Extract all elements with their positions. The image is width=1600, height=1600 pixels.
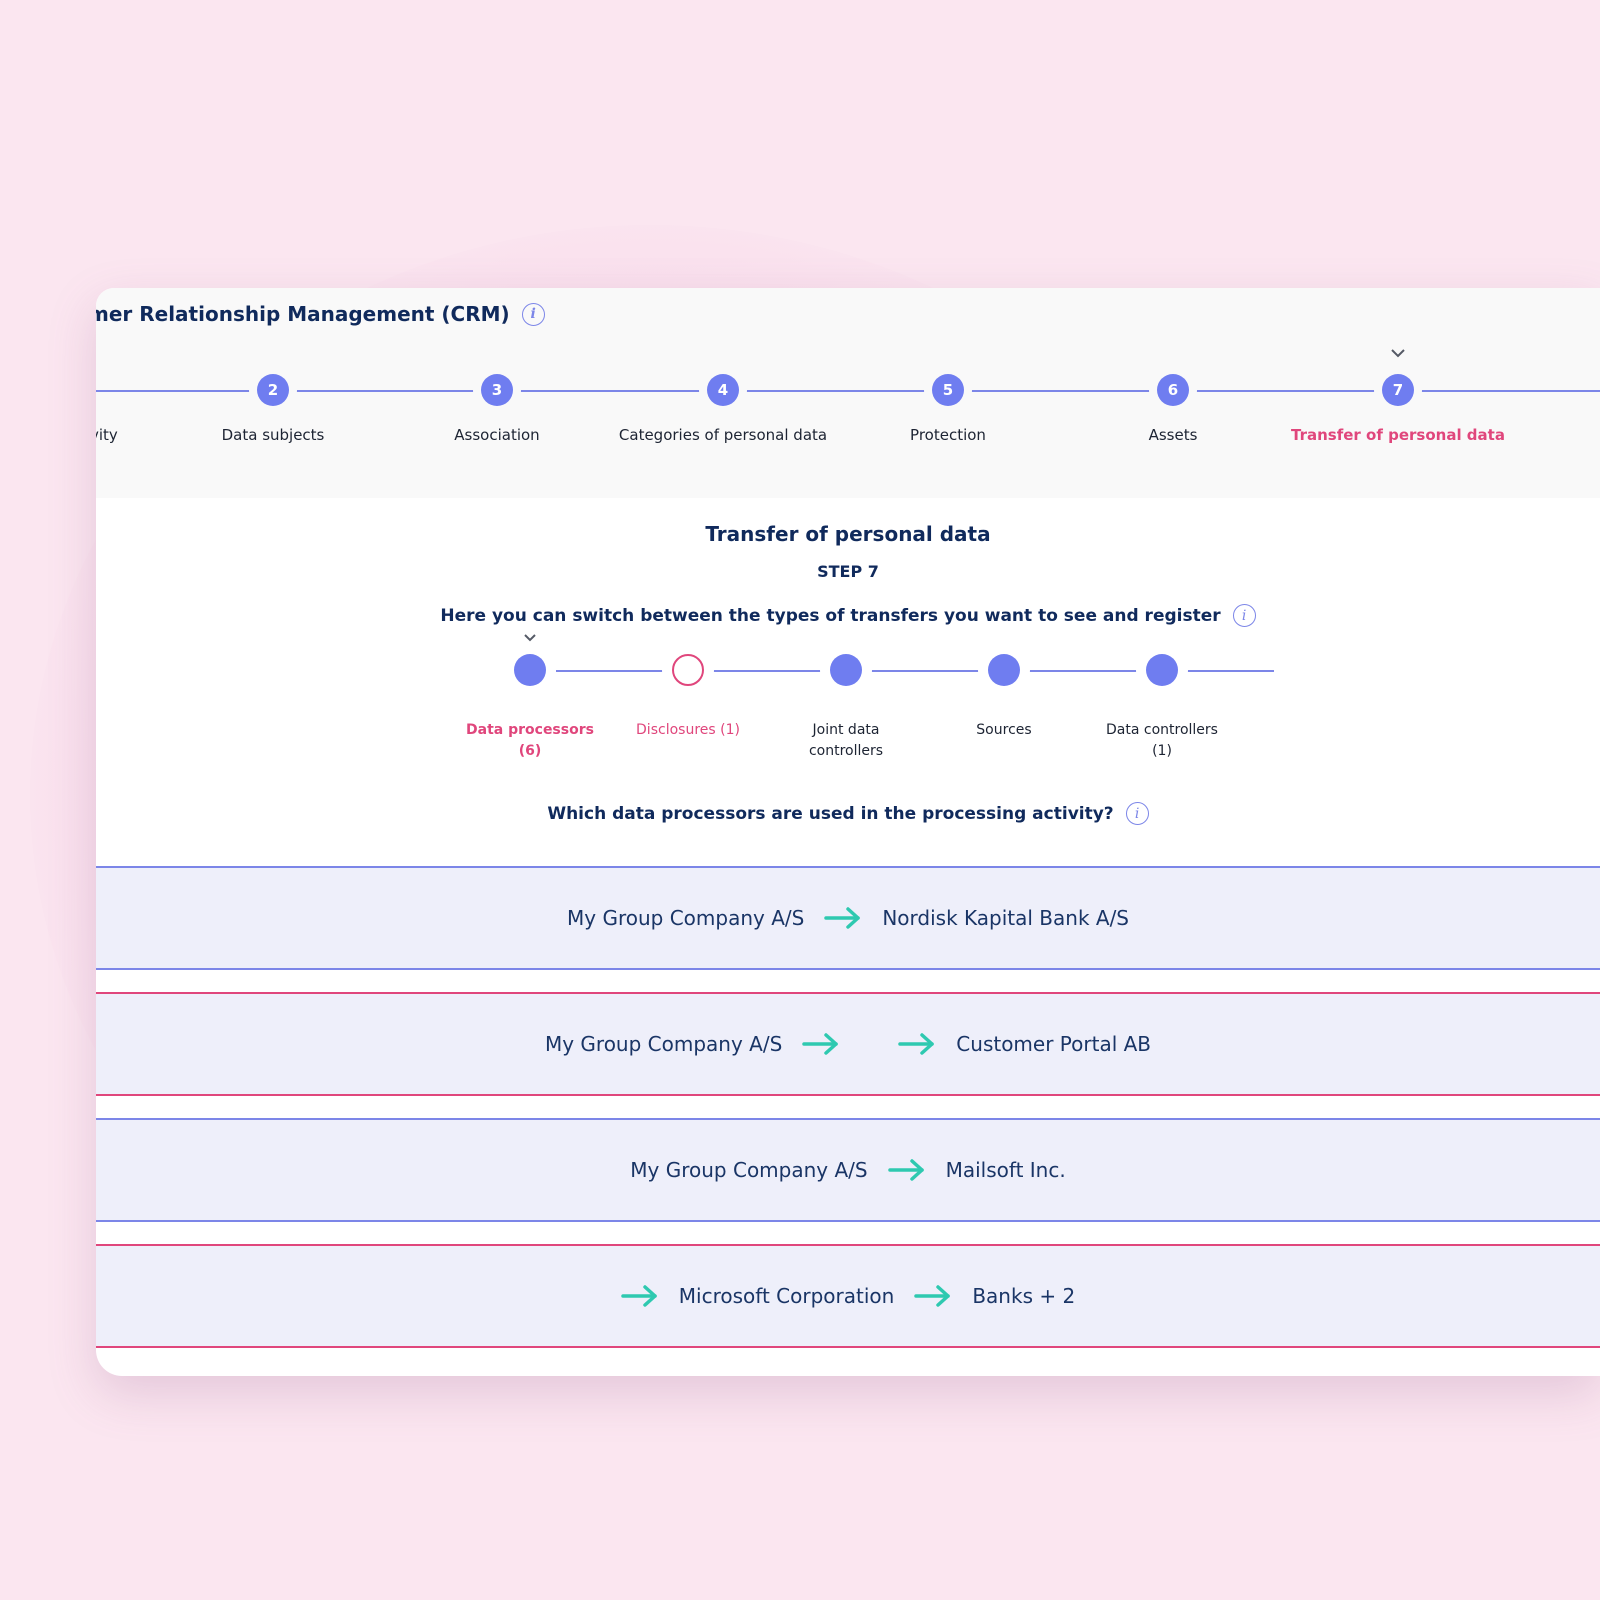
step-indicator: STEP 7: [817, 562, 879, 581]
transfer-row[interactable]: My Group Company A/S Nordisk Kapital Ban…: [96, 866, 1600, 970]
transfer-to: Nordisk Kapital Bank A/S: [882, 906, 1129, 930]
step-label-partial[interactable]: vity: [96, 426, 118, 444]
transfer-row[interactable]: My Group Company A/S Customer Portal AB: [96, 992, 1600, 1096]
step-number[interactable]: 6: [1157, 374, 1189, 406]
transfer-type-dot[interactable]: [514, 654, 546, 686]
arrow-right-icon: [621, 1285, 657, 1307]
step-number[interactable]: 5: [932, 374, 964, 406]
transfer-row[interactable]: Microsoft Corporation Banks + 2: [96, 1244, 1600, 1348]
step-number[interactable]: 7: [1382, 374, 1414, 406]
transfer-type-label[interactable]: Joint data controllers: [808, 722, 884, 759]
arrow-right-icon: [802, 1033, 839, 1055]
step-number[interactable]: 3: [481, 374, 513, 406]
wizard-header: mer Relationship Management (CRM) i vity…: [96, 288, 1600, 498]
transfer-type-dot[interactable]: [1146, 654, 1178, 686]
transfer-switch-heading: Here you can switch between the types of…: [96, 604, 1600, 627]
transfer-from: My Group Company A/S: [567, 906, 805, 930]
transfer-type-dot[interactable]: [988, 654, 1020, 686]
arrow-right-icon: [887, 1159, 924, 1181]
processing-activity-card: mer Relationship Management (CRM) i vity…: [96, 288, 1600, 1376]
question-text: Which data processors are used in the pr…: [547, 803, 1114, 824]
transfer-row[interactable]: My Group Company A/S Mailsoft Inc.: [96, 1118, 1600, 1222]
step-label[interactable]: Assets: [1148, 426, 1198, 444]
chevron-down-icon: [1391, 349, 1405, 358]
step-label[interactable]: Data subjects: [221, 426, 325, 444]
arrow-right-icon: [914, 1285, 951, 1307]
step-number[interactable]: 2: [257, 374, 289, 406]
transfer-type-label[interactable]: Sources: [976, 722, 1032, 738]
transfer-from: My Group Company A/S: [630, 1158, 868, 1182]
transfer-type-dot[interactable]: [830, 654, 862, 686]
transfer-from: Microsoft Corporation: [678, 1284, 895, 1308]
stepper-track: [96, 390, 1600, 392]
chevron-down-icon: [524, 634, 536, 642]
step-number[interactable]: 4: [707, 374, 739, 406]
transfer-type-label[interactable]: Data processors (6): [466, 722, 594, 759]
transfer-type-dot[interactable]: [672, 654, 704, 686]
arrow-right-icon: [824, 907, 861, 929]
transfer-type-label[interactable]: Data controllers (1): [1106, 722, 1218, 759]
page-title-text: mer Relationship Management (CRM): [96, 302, 510, 326]
info-icon[interactable]: i: [1125, 802, 1149, 825]
step-label[interactable]: Association: [454, 426, 540, 444]
transfer-type-label[interactable]: Disclosures (1): [636, 722, 740, 738]
transfer-to: Customer Portal AB: [956, 1032, 1152, 1056]
switch-heading-text: Here you can switch between the types of…: [440, 605, 1221, 626]
step-label[interactable]: Protection: [910, 426, 986, 444]
transfer-to: Banks + 2: [972, 1284, 1076, 1308]
step-label[interactable]: Transfer of personal data: [1291, 426, 1505, 444]
step-label[interactable]: Categories of personal data: [618, 426, 828, 444]
transfer-to: Mailsoft Inc.: [945, 1158, 1066, 1182]
processors-question: Which data processors are used in the pr…: [96, 802, 1600, 825]
transfer-type-track: [556, 670, 1274, 672]
info-icon[interactable]: i: [1232, 604, 1256, 627]
arrow-right-icon: [898, 1033, 935, 1055]
section-title: Transfer of personal data: [705, 522, 991, 546]
info-icon[interactable]: i: [521, 302, 545, 326]
page-title: mer Relationship Management (CRM) i: [96, 302, 545, 326]
transfer-from: My Group Company A/S: [544, 1032, 783, 1056]
